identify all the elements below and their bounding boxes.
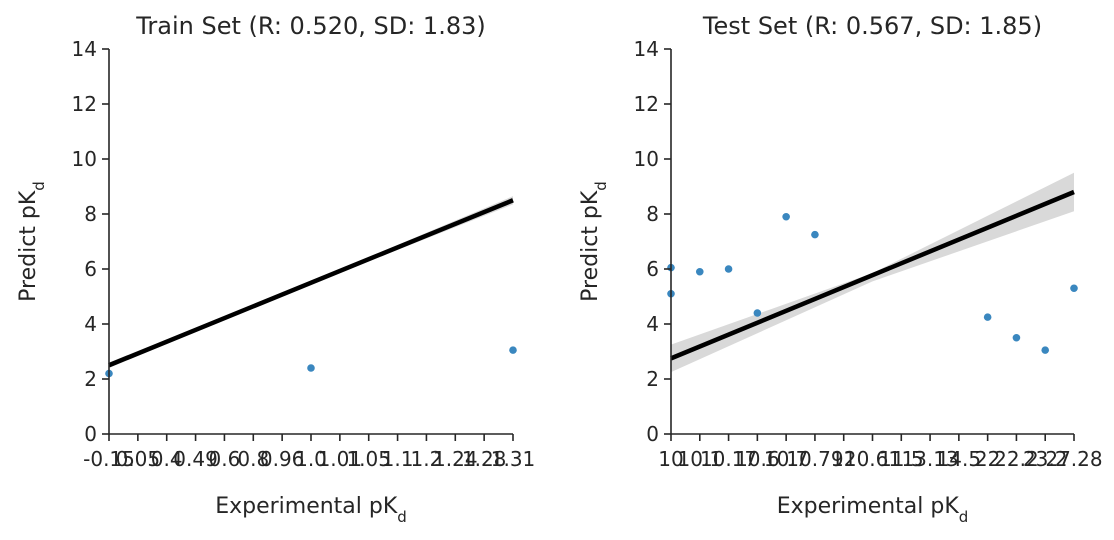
y-tick-label: 8 [84, 202, 97, 226]
x-tick-label: 0.49 [173, 447, 218, 471]
y-tick-label: 4 [646, 312, 659, 336]
y-tick-label: 0 [84, 422, 97, 446]
x-tick-label: 1.1 [382, 447, 414, 471]
x-tick-label: 10.17 [700, 447, 757, 471]
y-tick-label: 12 [634, 92, 659, 116]
axis-label: Predict pKd [578, 181, 610, 302]
y-tick-label: 10 [72, 147, 97, 171]
point [811, 230, 819, 239]
regression-line [670, 189, 1075, 361]
x-tick-label: 13.13 [901, 447, 958, 471]
axis-label-text: Experimental pK [777, 494, 960, 519]
chart-title: Train Set (R: 0.520, SD: 1.83) [135, 12, 485, 40]
y-tick-label: 14 [634, 37, 659, 61]
x-tick-label: 14.5 [937, 447, 982, 471]
x-tick-label: 10.6 [735, 447, 780, 471]
axis-label: Experimental pKd [215, 494, 407, 526]
x-tick-label: 0.96 [260, 447, 305, 471]
y-tick-label: 8 [646, 202, 659, 226]
axis-label-text: Experimental pK [215, 494, 398, 519]
point [695, 267, 704, 276]
x-tick-label: 22 [975, 447, 1000, 471]
x-tick-label: 1.05 [346, 447, 391, 471]
x-tick-label: 10.7 [764, 447, 809, 471]
x-tick-label: 1.28 [462, 447, 507, 471]
point [1070, 284, 1078, 293]
x-tick-label: 0.8 [237, 447, 269, 471]
y-tick-label: 2 [84, 367, 97, 391]
regression-line [108, 198, 514, 368]
point [509, 346, 517, 354]
x-tick-label: 1.0 [295, 447, 327, 471]
y-tick-label: 0 [646, 422, 659, 446]
x-tick-label: 10.1 [678, 447, 723, 471]
y-tick-label: 2 [646, 367, 659, 391]
x-tick-label: 1.01 [318, 447, 363, 471]
y-tick-label: 6 [84, 257, 97, 281]
axis-label: Predict pKd [16, 181, 48, 302]
y-tick-label: 6 [646, 257, 659, 281]
point [307, 364, 315, 372]
x-tick-label: 10 [658, 447, 683, 471]
point [983, 313, 992, 321]
y-tick-label: 10 [634, 147, 659, 171]
axis-label: Experimental pKd [777, 494, 969, 526]
x-tick-label: 22.2 [994, 447, 1039, 471]
x-tick-label: 12 [831, 447, 856, 471]
x-tick-label: -0.15 [83, 447, 135, 471]
x-tick-label: 0.05 [116, 447, 161, 471]
x-tick-label: 23.2 [1023, 447, 1068, 471]
x-tick-label: 27.28 [1045, 447, 1102, 471]
axis-label-subscript: d [959, 508, 969, 526]
y-tick-label: 12 [72, 92, 97, 116]
y-tick-label: 4 [84, 312, 97, 336]
point [753, 309, 762, 317]
point [1041, 346, 1050, 354]
point [1012, 333, 1021, 342]
point [724, 265, 733, 273]
x-tick-label: 11.5 [879, 447, 924, 471]
point [782, 212, 790, 221]
x-tick-label: 1.31 [491, 447, 536, 471]
x-tick-label: 10.79 [786, 447, 843, 471]
y-tick-label: 14 [72, 37, 97, 61]
axis-label-subscript: d [30, 181, 48, 191]
x-tick-label: 1.2 [411, 447, 443, 471]
x-tick-label: 1.24 [433, 447, 478, 471]
x-tick-label: 10.61 [844, 447, 901, 471]
x-tick-label: 0.6 [209, 447, 241, 471]
x-tick-label: 0.4 [151, 447, 183, 471]
confidence-band [671, 172, 1074, 373]
axis-label-text: Predict pK [578, 190, 603, 302]
axis-label-subscript: d [397, 508, 407, 526]
chart-title: Test Set (R: 0.567, SD: 1.85) [702, 12, 1042, 40]
axis-label-text: Predict pK [16, 190, 41, 302]
axis-label-subscript: d [592, 181, 610, 191]
